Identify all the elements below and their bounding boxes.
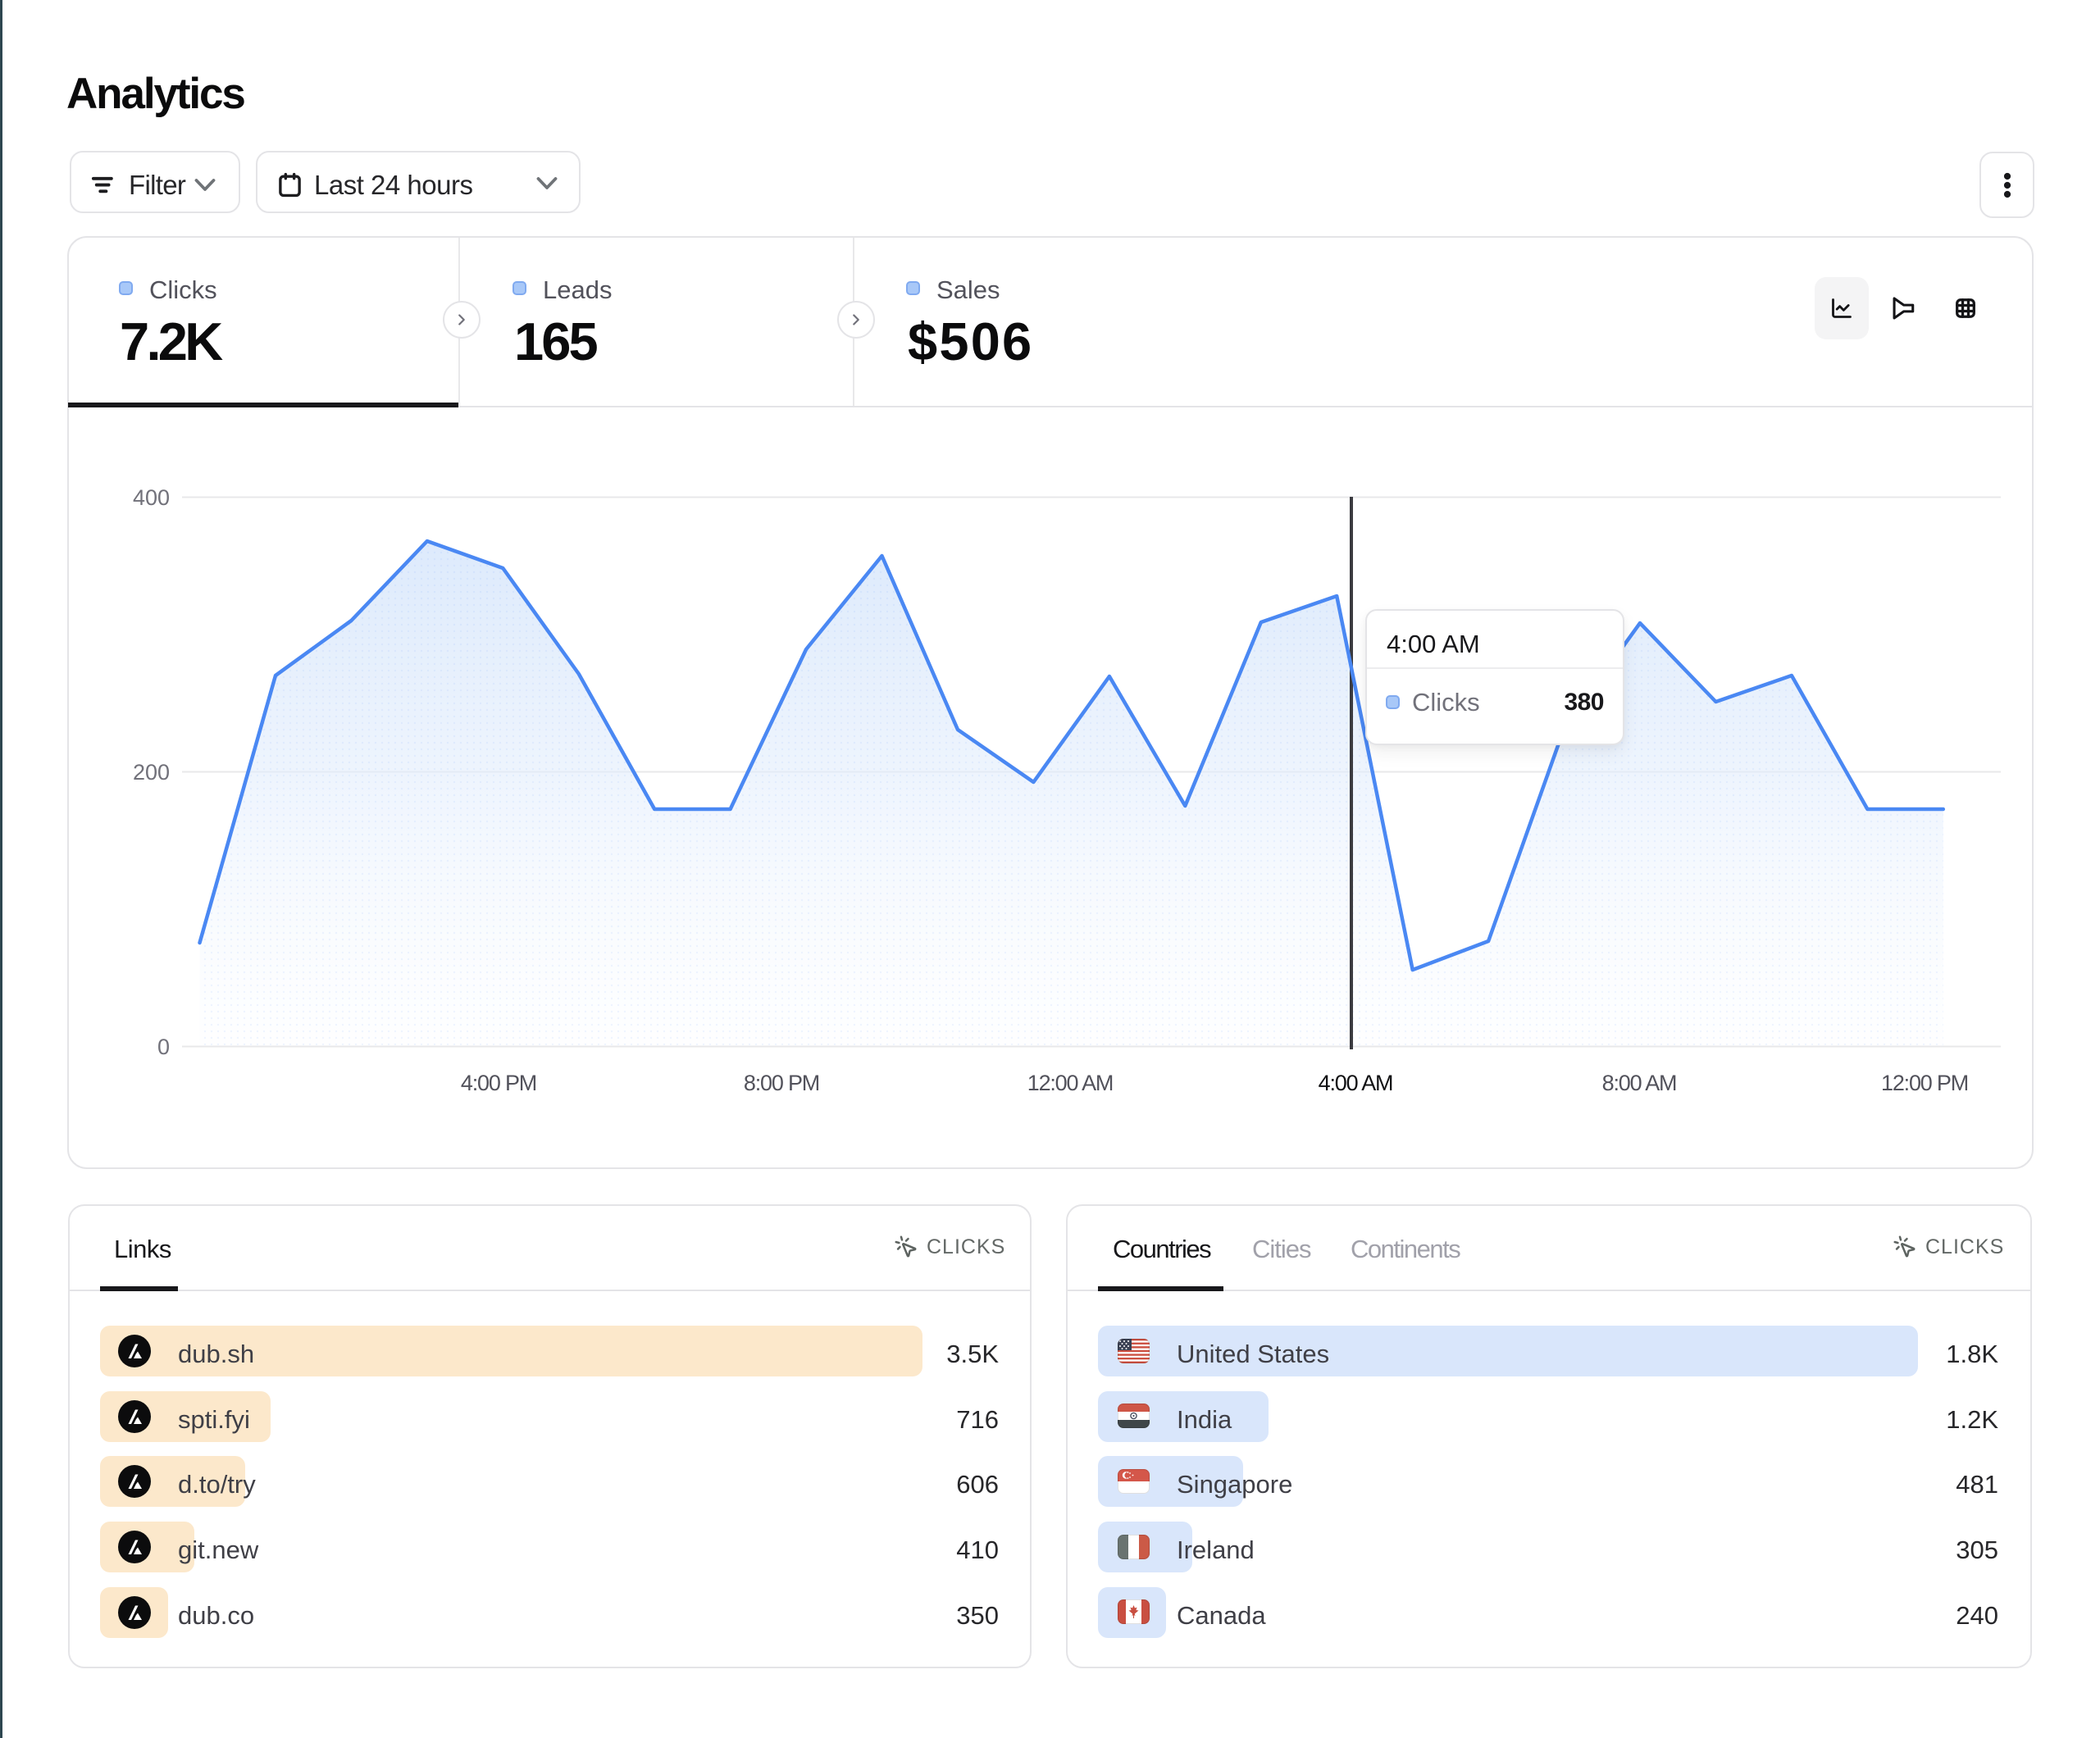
- svg-text:8:00 AM: 8:00 AM: [1602, 1071, 1677, 1095]
- svg-text:0: 0: [157, 1035, 170, 1059]
- svg-text:12:00 PM: 12:00 PM: [1881, 1071, 1968, 1095]
- svg-text:4:00 PM: 4:00 PM: [461, 1071, 536, 1095]
- svg-text:200: 200: [133, 760, 170, 785]
- svg-text:12:00 AM: 12:00 AM: [1027, 1071, 1113, 1095]
- svg-text:8:00 PM: 8:00 PM: [744, 1071, 819, 1095]
- svg-text:4:00 AM: 4:00 AM: [1319, 1071, 1393, 1095]
- svg-text:400: 400: [133, 485, 170, 510]
